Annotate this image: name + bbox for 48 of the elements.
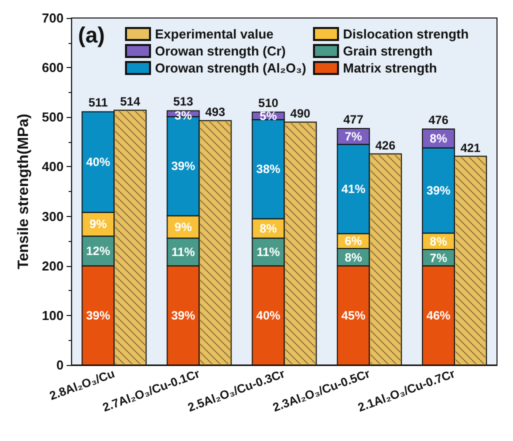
annotation: 45% [341, 308, 366, 322]
data-label: 493 [205, 105, 226, 120]
annotation: 510 [258, 96, 279, 110]
annotation: 8% [430, 131, 448, 146]
annotation: 11% [256, 244, 280, 259]
annotation: 40% [86, 154, 110, 169]
y-tick-label: 500 [42, 110, 64, 125]
annotation: 39% [426, 184, 451, 198]
y-tick-label: 0 [56, 358, 64, 372]
annotation: 476 [428, 113, 449, 128]
y-tick-label: 600 [42, 60, 64, 76]
legend-label: Matrix strength [343, 60, 437, 76]
annotation: 8% [344, 250, 362, 264]
annotation: 8% [430, 234, 448, 249]
data-label: 514 [120, 94, 140, 109]
annotation: 7% [430, 250, 448, 265]
data-label: 426 [375, 138, 396, 152]
annotation: 40% [256, 308, 281, 322]
annotation: 11% [172, 244, 196, 259]
legend-label: Experimental value [155, 26, 274, 42]
annotation: 12% [86, 244, 110, 258]
legend-label: Dislocation strength [343, 26, 469, 42]
y-tick-label: 400 [42, 159, 64, 174]
annotation: 6% [344, 234, 362, 248]
annotation: 511 [88, 96, 108, 110]
annotation: 7% [344, 129, 362, 144]
annotation: 8% [260, 222, 278, 236]
annotation: 9% [89, 217, 108, 232]
legend-label: Grain strength [343, 44, 433, 58]
y-tick-label: 200 [42, 258, 64, 274]
data-label: 490 [290, 106, 311, 121]
annotation: 46% [426, 308, 451, 322]
legend-label: Orowan strength (Cr) [155, 44, 286, 58]
annotation: 38% [256, 162, 281, 176]
data-label: 421 [460, 140, 481, 155]
y-tick-label: 100 [42, 308, 64, 323]
legend-label: Orowan strength (Al₂O₃) [155, 60, 306, 76]
annotation: 41% [341, 182, 366, 196]
annotation: 513 [173, 94, 194, 109]
annotation: 39% [171, 308, 196, 322]
annotation: 39% [171, 159, 196, 174]
annotation: 9% [174, 220, 192, 234]
annotation: 477 [343, 112, 364, 127]
annotation: 39% [86, 308, 110, 322]
y-axis-title: Tensile strength(MPa) [15, 114, 32, 270]
chart-title: (a) [78, 22, 105, 48]
y-tick-label: 700 [42, 10, 64, 26]
y-tick-label: 300 [42, 208, 64, 224]
